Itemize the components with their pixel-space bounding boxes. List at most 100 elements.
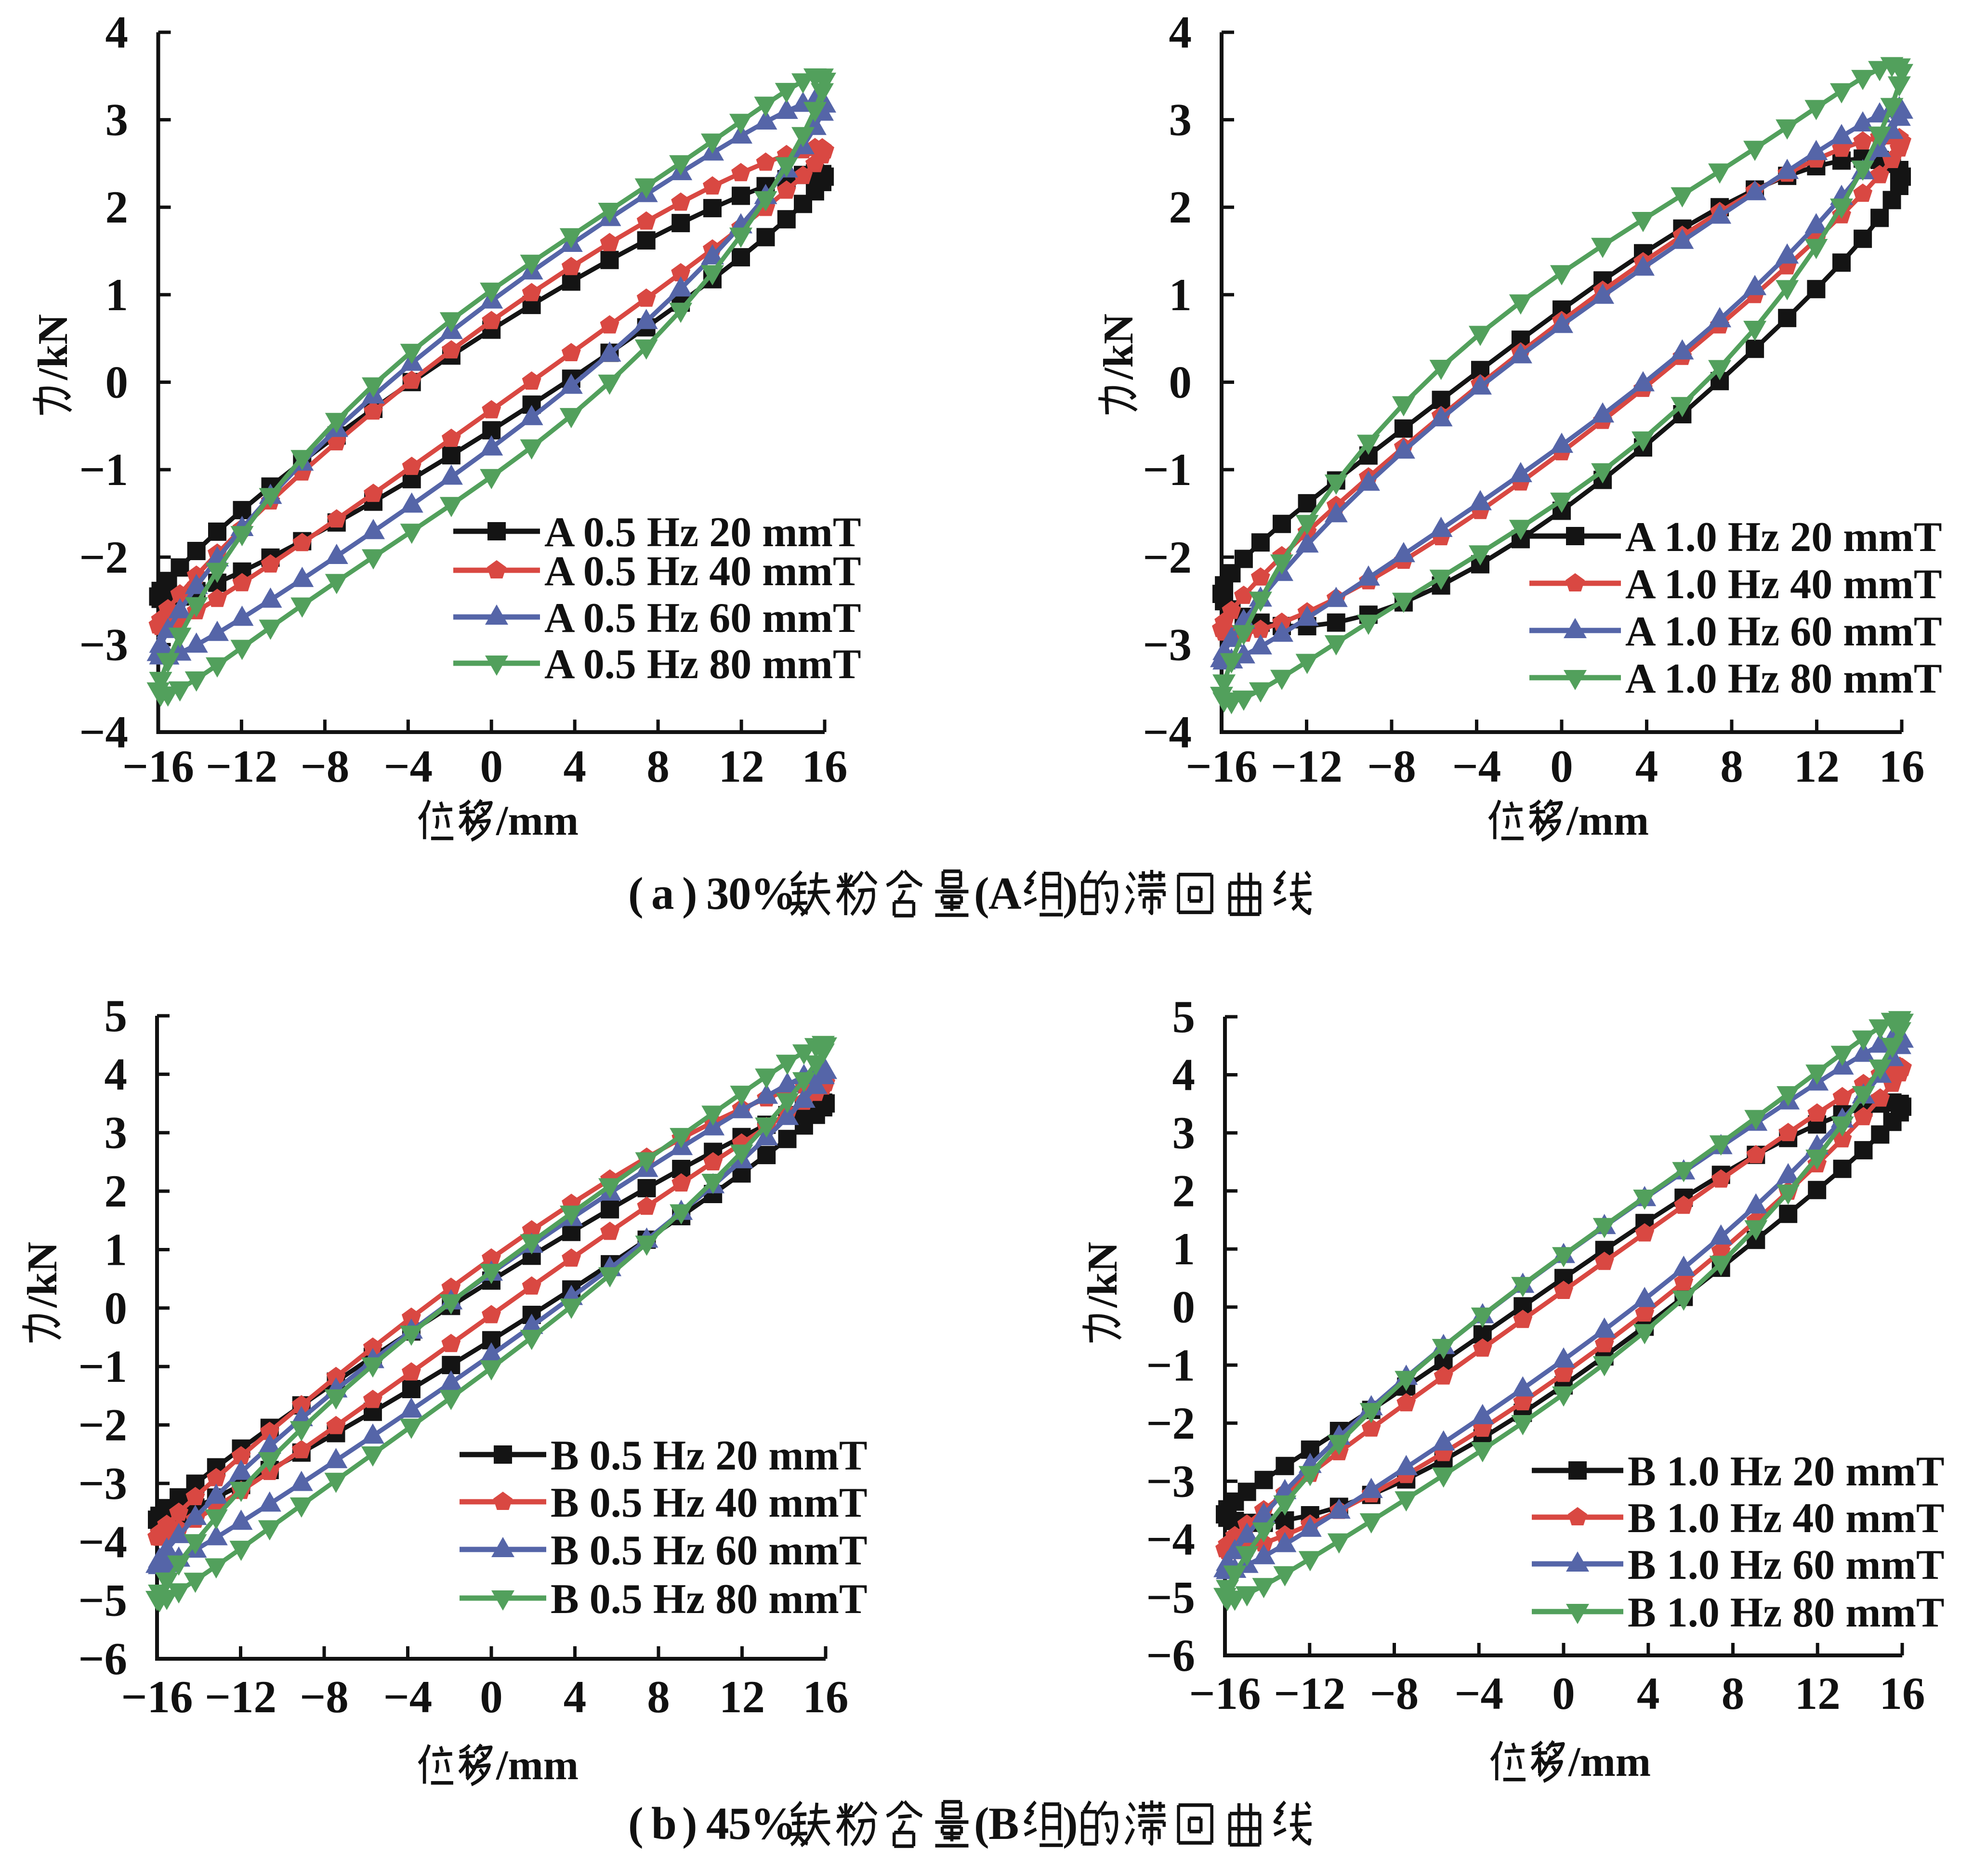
svg-text:0: 0 [1552,1668,1575,1719]
svg-text:−1: −1 [78,1341,127,1392]
svg-text:4: 4 [1172,1050,1196,1101]
svg-text:0: 0 [105,1283,128,1334]
svg-text:12: 12 [1794,741,1840,792]
svg-text:16: 16 [1880,1668,1925,1719]
svg-text:A 0.5 Hz 80 mmT: A 0.5 Hz 80 mmT [544,641,861,688]
svg-text:B 1.0 Hz 80 mmT: B 1.0 Hz 80 mmT [1628,1589,1945,1636]
svg-text:−16: −16 [1185,741,1257,792]
svg-text:−8: −8 [1370,1668,1419,1719]
svg-text:A 0.5 Hz 60 mmT: A 0.5 Hz 60 mmT [544,595,861,642]
svg-text:/mm: /mm [496,798,579,844]
svg-text:−12: −12 [1271,741,1342,792]
svg-text:0: 0 [1550,741,1573,792]
svg-text:−4: −4 [383,1671,433,1722]
svg-text:0: 0 [1172,1282,1196,1333]
svg-text:/mm: /mm [496,1742,579,1789]
svg-text:(: ( [628,868,644,919]
svg-text:1: 1 [1172,1223,1196,1274]
svg-text:): ) [682,1798,697,1849]
svg-text:2: 2 [1172,1166,1196,1217]
svg-text:/mm: /mm [1568,1739,1651,1785]
svg-text:A 1.0 Hz 80 mmT: A 1.0 Hz 80 mmT [1625,656,1942,702]
svg-text:−16: −16 [122,741,194,792]
svg-text:−4: −4 [78,1516,127,1567]
svg-text:4: 4 [105,7,129,58]
svg-text:%: % [750,1798,796,1849]
svg-text:−4: −4 [1146,1514,1195,1565]
svg-text:4: 4 [564,1671,587,1722]
svg-text:−5: −5 [1146,1572,1195,1623]
svg-text:B 0.5 Hz 60 mmT: B 0.5 Hz 60 mmT [551,1527,868,1574]
svg-text:−3: −3 [79,619,128,670]
svg-text:A 0.5 Hz 40 mmT: A 0.5 Hz 40 mmT [544,548,861,595]
svg-text:(: ( [628,1798,644,1849]
svg-text:8: 8 [646,741,670,792]
svg-text:%: % [750,868,796,919]
svg-text:−2: −2 [79,532,128,583]
svg-text:A 1.0 Hz 40 mmT: A 1.0 Hz 40 mmT [1625,561,1942,608]
svg-text:5: 5 [1172,991,1196,1042]
svg-text:−6: −6 [78,1633,127,1684]
svg-text:B 1.0 Hz 60 mmT: B 1.0 Hz 60 mmT [1628,1542,1945,1588]
svg-text:B 0.5 Hz 80 mmT: B 0.5 Hz 80 mmT [551,1576,868,1623]
svg-text:/kN: /kN [19,1242,66,1308]
svg-text:−5: −5 [78,1575,127,1626]
svg-text:A 0.5 Hz 20 mmT: A 0.5 Hz 20 mmT [544,509,861,556]
svg-text:/kN: /kN [30,314,77,380]
svg-text:A 1.0 Hz 20 mmT: A 1.0 Hz 20 mmT [1625,514,1942,561]
svg-text:−16: −16 [1189,1668,1261,1719]
svg-text:B 0.5 Hz 40 mmT: B 0.5 Hz 40 mmT [551,1480,868,1526]
svg-text:4: 4 [563,741,586,792]
svg-text:8: 8 [647,1671,670,1722]
svg-text:8: 8 [1722,1668,1745,1719]
svg-text:0: 0 [1169,357,1192,408]
svg-text:−3: −3 [1146,1456,1195,1507]
svg-text:3: 3 [706,868,729,919]
svg-text:3: 3 [1169,94,1192,145]
svg-text:−8: −8 [300,1671,349,1722]
svg-text:16: 16 [803,1671,849,1722]
svg-text:5: 5 [105,990,128,1041]
svg-text:−4: −4 [1454,1668,1503,1719]
svg-text:/mm: /mm [1566,798,1649,844]
svg-text:a: a [651,868,674,919]
svg-text:3: 3 [105,1107,128,1158]
svg-text:2: 2 [1169,182,1192,233]
svg-text:−12: −12 [205,1671,276,1722]
svg-text:B 1.0 Hz 20 mmT: B 1.0 Hz 20 mmT [1628,1448,1945,1495]
svg-text:(: ( [974,868,989,919]
svg-text:1: 1 [105,269,129,320]
svg-text:): ) [1063,1798,1078,1849]
svg-text:1: 1 [1169,269,1192,320]
svg-text:b: b [651,1798,677,1849]
svg-text:12: 12 [719,1671,765,1722]
svg-text:0: 0 [105,357,129,408]
svg-text:2: 2 [105,1166,128,1217]
svg-text:): ) [682,868,697,919]
svg-text:A: A [988,868,1022,919]
svg-text:−8: −8 [301,741,350,792]
svg-text:−3: −3 [78,1458,127,1509]
svg-text:A 1.0 Hz 60 mmT: A 1.0 Hz 60 mmT [1625,608,1942,655]
svg-text:12: 12 [1795,1668,1841,1719]
svg-text:4: 4 [706,1798,729,1849]
svg-text:B 0.5 Hz 20 mmT: B 0.5 Hz 20 mmT [551,1432,868,1479]
svg-text:5: 5 [728,1798,751,1849]
svg-text:4: 4 [1169,7,1192,58]
svg-text:8: 8 [1720,741,1743,792]
svg-text:−8: −8 [1367,741,1416,792]
svg-text:−16: −16 [121,1671,193,1722]
svg-text:−4: −4 [1452,741,1501,792]
svg-text:3: 3 [1172,1107,1196,1158]
svg-text:−4: −4 [79,707,128,758]
svg-text:0: 0 [728,868,751,919]
svg-text:16: 16 [1879,741,1925,792]
svg-text:−2: −2 [1146,1398,1195,1449]
svg-text:−1: −1 [79,444,128,495]
svg-text:−2: −2 [78,1400,127,1451]
svg-text:−12: −12 [206,741,277,792]
svg-text:B: B [988,1798,1019,1849]
svg-text:B 1.0 Hz 40 mmT: B 1.0 Hz 40 mmT [1628,1495,1945,1542]
svg-text:4: 4 [1637,1668,1660,1719]
svg-text:−3: −3 [1143,619,1192,670]
